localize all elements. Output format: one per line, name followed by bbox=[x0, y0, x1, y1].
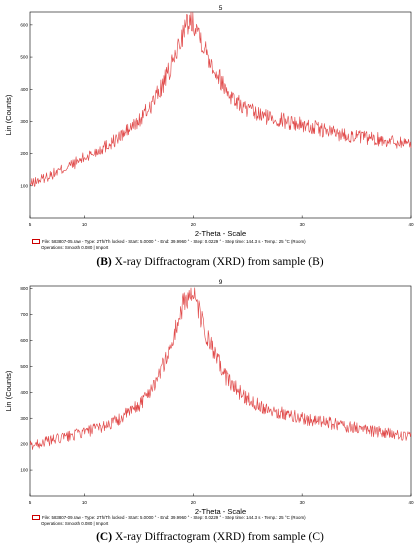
y-tick-label-0-0: 100 bbox=[20, 183, 28, 188]
plot-frame-0 bbox=[29, 11, 412, 219]
caption-b-label: (B) bbox=[96, 256, 112, 268]
y-tick-label-1-3: 400 bbox=[20, 390, 28, 395]
y-axis-title-0: Lin (Counts) bbox=[4, 94, 13, 135]
x-tick-label-1-2: 20 bbox=[191, 500, 197, 505]
y-tick-label-0-4: 500 bbox=[20, 55, 28, 60]
caption-c-label: (C) bbox=[96, 531, 113, 543]
y-tick-label-0-3: 400 bbox=[20, 87, 28, 92]
x-tick-label-0-4: 40 bbox=[408, 222, 414, 227]
y-tick-label-1-2: 300 bbox=[20, 416, 28, 421]
x-axis-title-1: 2-Theta - Scale bbox=[195, 507, 246, 516]
legend-c: File: 583807-09.raw - Type: 2Th/Th locke… bbox=[32, 515, 306, 527]
y-tick-label-1-5: 600 bbox=[20, 338, 28, 343]
chart-title-1: 9 bbox=[219, 279, 223, 286]
xrd-series-line-0 bbox=[29, 11, 412, 187]
legend-b-line1: File: 583807-05.raw - Type: 2Th/Th locke… bbox=[42, 239, 306, 244]
legend-b-operations: Operations: Smooth 0.080 | Import bbox=[41, 245, 109, 251]
xrd-series-line-1 bbox=[29, 287, 412, 450]
legend-b-file: File: 583807-05.raw - Type: 2Th/Th locke… bbox=[32, 239, 306, 245]
x-tick-label-1-1: 10 bbox=[82, 500, 88, 505]
legend-c-file: File: 583807-09.raw - Type: 2Th/Th locke… bbox=[32, 515, 306, 521]
legend-b: File: 583807-05.raw - Type: 2Th/Th locke… bbox=[32, 239, 306, 251]
y-tick-label-1-7: 800 bbox=[20, 286, 28, 291]
x-tick-label-0-0: 5 bbox=[29, 222, 32, 227]
chart-title-0: 5 bbox=[219, 5, 223, 12]
x-tick-label-0-2: 20 bbox=[191, 222, 197, 227]
x-tick-label-1-0: 5 bbox=[29, 500, 32, 505]
x-tick-label-1-3: 30 bbox=[300, 500, 306, 505]
caption-b-text: X-ray Diffractogram (XRD) from sample (B… bbox=[111, 256, 324, 268]
legend-swatch-b bbox=[32, 239, 40, 245]
caption-c-text: X-ray Diffractogram (XRD) from sample (C… bbox=[112, 531, 324, 543]
caption-b: (B) X-ray Diffractogram (XRD) from sampl… bbox=[0, 256, 420, 268]
xrd-plot-c: 9 100 200 300 400 500 600 700 800 Lin (Counts) 5 10… bbox=[4, 279, 414, 516]
x-axis-title-0: 2-Theta - Scale bbox=[195, 229, 246, 238]
y-tick-label-1-1: 200 bbox=[20, 442, 28, 447]
legend-c-line1: File: 583807-09.raw - Type: 2Th/Th locke… bbox=[42, 515, 306, 520]
y-tick-label-0-5: 600 bbox=[20, 22, 28, 27]
legend-c-operations: Operations: Smooth 0.080 | Import bbox=[41, 521, 109, 527]
y-tick-label-0-1: 200 bbox=[20, 151, 28, 156]
xrd-chart-b: 5 100 200 300 400 500 600 Lin (Counts) 5 10 20 30 40… bbox=[0, 5, 420, 268]
y-tick-label-0-2: 300 bbox=[20, 119, 28, 124]
plot-frame-1 bbox=[29, 285, 412, 497]
xrd-chart-c: 9 100 200 300 400 500 600 700 800 Lin (Counts) 5 10… bbox=[0, 276, 420, 550]
caption-c: (C) X-ray Diffractogram (XRD) from sampl… bbox=[0, 531, 420, 543]
xrd-plot-b: 5 100 200 300 400 500 600 Lin (Counts) 5 10 20 30 40… bbox=[4, 5, 414, 238]
x-tick-label-0-1: 10 bbox=[82, 222, 88, 227]
y-tick-label-1-4: 500 bbox=[20, 364, 28, 369]
y-tick-label-1-0: 100 bbox=[20, 468, 28, 473]
x-tick-label-0-3: 30 bbox=[300, 222, 306, 227]
legend-swatch-c bbox=[32, 515, 40, 521]
y-tick-label-1-6: 700 bbox=[20, 312, 28, 317]
y-axis-title-1: Lin (Counts) bbox=[4, 370, 13, 411]
x-tick-label-1-4: 40 bbox=[408, 500, 414, 505]
